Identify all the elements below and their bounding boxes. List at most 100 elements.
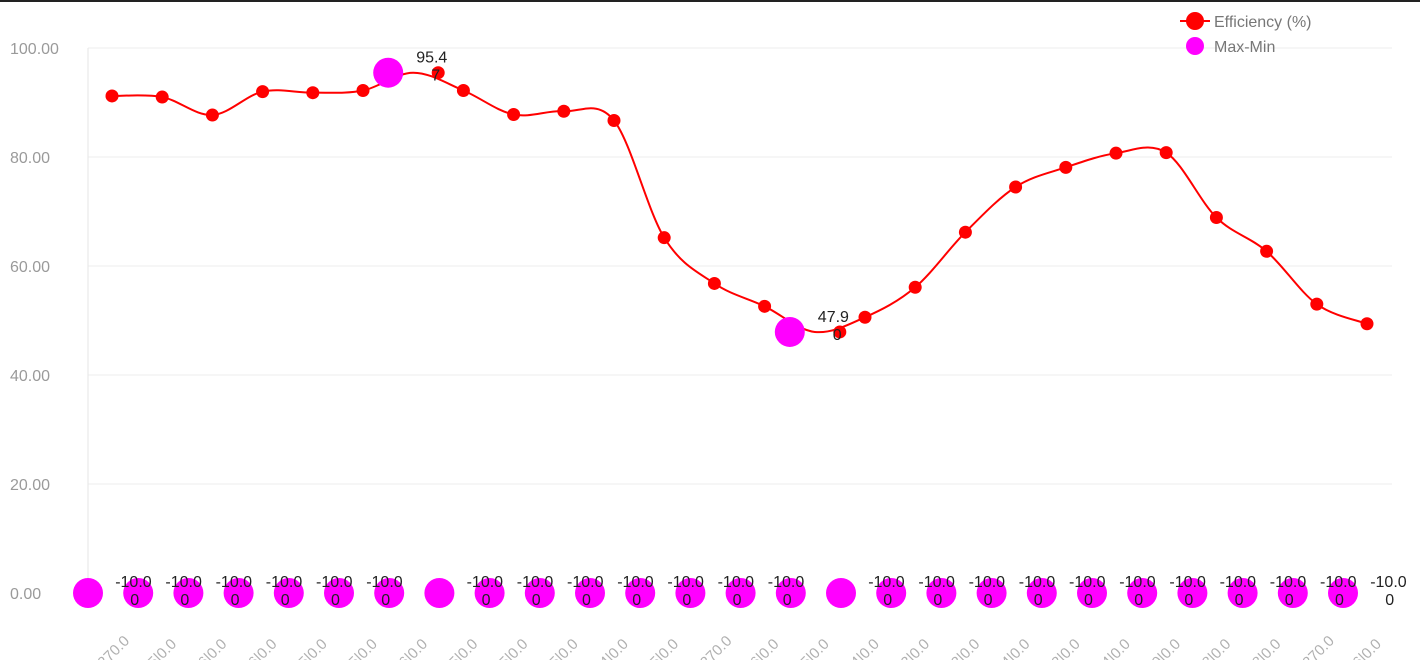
x-tick-label: 5|0.0 [546, 636, 581, 660]
data-point-efficiency[interactable] [431, 66, 445, 80]
data-label: -10.0 [316, 574, 353, 591]
data-point-efficiency[interactable] [758, 299, 772, 313]
x-tick-label: 270.0 [697, 633, 736, 660]
data-label: -10.0 [115, 574, 152, 591]
x-tick-label: 8|0.0 [1199, 636, 1234, 660]
x-tick-label: 6|0.0 [195, 636, 230, 660]
legend-label-max-min: Max-Min [1214, 39, 1275, 56]
data-point-max-min-baseline[interactable] [1026, 578, 1057, 608]
data-point-max-min-baseline[interactable] [223, 578, 254, 608]
data-label: -10.0 [1220, 574, 1257, 591]
data-point-efficiency[interactable] [1159, 146, 1173, 160]
data-point-max-min-baseline[interactable] [123, 578, 154, 608]
data-point-max-min-baseline[interactable] [675, 578, 706, 608]
data-point-efficiency[interactable] [607, 113, 621, 127]
data-point-efficiency[interactable] [507, 107, 521, 121]
data-point-max-min-baseline[interactable] [324, 578, 354, 608]
data-point-max-min-baseline[interactable] [625, 578, 656, 608]
data-label: 0 [1184, 592, 1193, 609]
data-point-max-min-baseline[interactable] [775, 578, 806, 608]
data-point-max-min[interactable] [774, 316, 805, 347]
data-point-efficiency[interactable] [1260, 244, 1274, 258]
legend-marker-efficiency [1186, 12, 1204, 30]
data-point-efficiency[interactable] [155, 90, 169, 104]
data-label: 0 [331, 592, 340, 609]
data-point-max-min-baseline[interactable] [725, 578, 756, 608]
data-point-efficiency[interactable] [456, 84, 470, 98]
data-point-efficiency[interactable] [1360, 317, 1374, 331]
data-point-efficiency[interactable] [1059, 160, 1073, 174]
y-tick-label: 40.00 [10, 368, 50, 385]
x-tick-label: 4|0.0 [847, 636, 882, 660]
data-point-efficiency[interactable] [1310, 297, 1324, 311]
legend-label-efficiency: Efficiency (%) [1214, 14, 1312, 31]
y-tick-label: 100.00 [10, 41, 59, 58]
data-label: 0 [281, 592, 290, 609]
data-point-max-min[interactable] [373, 57, 404, 88]
data-point-efficiency[interactable] [657, 231, 671, 245]
data-point-efficiency[interactable] [858, 310, 872, 324]
data-point-max-min-baseline[interactable] [1227, 578, 1258, 608]
legend: Efficiency (%) Max-Min [1180, 12, 1312, 56]
data-point-max-min-baseline[interactable] [876, 578, 907, 608]
data-point-max-min-baseline[interactable] [575, 578, 605, 608]
x-tick-label: 3|0.0 [898, 636, 933, 660]
data-label: 0 [733, 592, 742, 609]
data-point-max-min-baseline[interactable] [1077, 578, 1107, 608]
data-point-max-min-baseline[interactable] [826, 578, 856, 608]
x-tick-label: 8|0.0 [1249, 636, 1284, 660]
data-point-max-min-baseline[interactable] [1177, 578, 1208, 608]
y-tick-label: 80.00 [10, 150, 50, 167]
data-point-efficiency[interactable] [958, 225, 972, 239]
data-point-max-min-baseline[interactable] [424, 578, 455, 608]
data-label: -10.0 [1370, 574, 1407, 591]
x-tick-label: 6|0.0 [747, 636, 782, 660]
data-point-max-min-baseline[interactable] [976, 578, 1007, 608]
data-label: 0 [933, 592, 942, 609]
data-point-efficiency[interactable] [1109, 146, 1123, 160]
data-label: 0 [1285, 592, 1294, 609]
data-point-efficiency[interactable] [256, 85, 270, 99]
data-label: 0 [130, 592, 139, 609]
gridlines [87, 47, 1392, 593]
x-tick-label: 5|0.0 [446, 636, 481, 660]
data-point-efficiency[interactable] [707, 276, 721, 290]
data-point-max-min-baseline[interactable] [173, 578, 204, 608]
data-point-efficiency[interactable] [1209, 210, 1223, 224]
data-point-max-min-baseline[interactable] [1328, 578, 1358, 608]
data-point-max-min-baseline[interactable] [926, 578, 957, 608]
data-point-efficiency[interactable] [205, 108, 219, 122]
data-point-efficiency[interactable] [833, 325, 847, 339]
data-point-efficiency[interactable] [908, 280, 922, 294]
data-point-max-min-baseline[interactable] [474, 578, 505, 608]
data-point-efficiency[interactable] [306, 86, 320, 100]
x-tick-label: 4|0.0 [998, 636, 1033, 660]
data-point-max-min-baseline[interactable] [1127, 578, 1158, 608]
legend-item-max-min[interactable]: Max-Min [1186, 37, 1275, 56]
legend-item-efficiency[interactable]: Efficiency (%) [1180, 12, 1312, 31]
data-point-max-min-baseline[interactable] [524, 578, 555, 608]
x-tick-label: 270.0 [94, 633, 133, 660]
data-point-max-min-baseline[interactable] [1277, 578, 1308, 608]
y-tick-label: 0.00 [10, 586, 41, 603]
x-tick-label: 5|0.0 [797, 636, 832, 660]
data-point-efficiency[interactable] [1009, 180, 1023, 194]
data-label: 0 [231, 592, 240, 609]
legend-marker-max-min [1186, 37, 1204, 55]
x-tick-label: 270.0 [1299, 633, 1338, 660]
data-label: -10.0 [1019, 574, 1056, 591]
data-point-max-min-baseline[interactable] [374, 578, 405, 608]
data-label: -10.0 [1069, 574, 1106, 591]
data-point-max-min-baseline[interactable] [273, 578, 304, 608]
data-point-max-min-baseline[interactable] [73, 578, 103, 608]
data-label: -10.0 [216, 574, 253, 591]
data-label: 0 [1335, 592, 1344, 609]
x-tick-label: 6|0.0 [1349, 636, 1384, 660]
data-point-efficiency[interactable] [557, 104, 571, 118]
data-point-efficiency[interactable] [356, 84, 370, 98]
data-label: -10.0 [1320, 574, 1357, 591]
data-point-efficiency[interactable] [105, 89, 119, 103]
data-label: -10.0 [868, 574, 905, 591]
x-tick-label: 6|0.0 [245, 636, 280, 660]
data-label: -10.0 [918, 574, 955, 591]
